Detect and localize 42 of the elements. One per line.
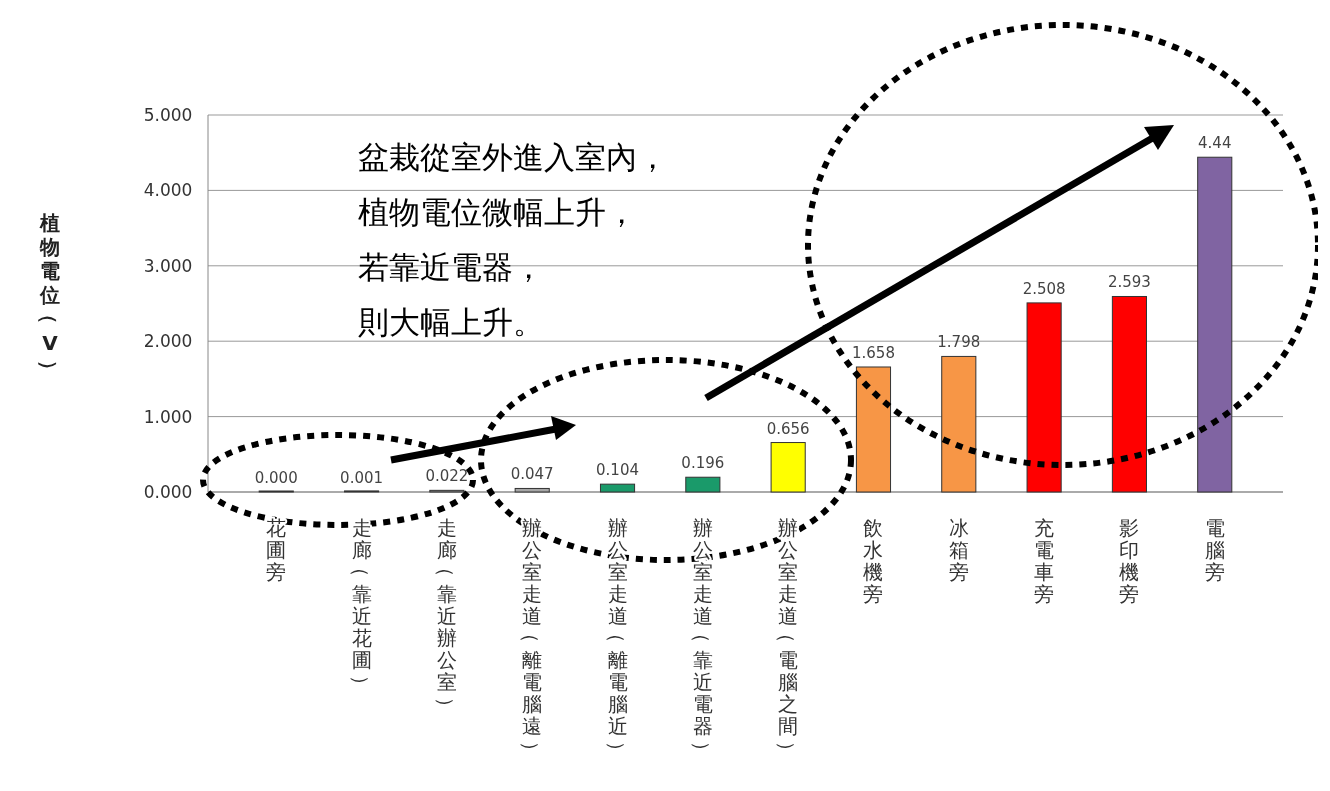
- annotation: 植物電位微幅上升，: [358, 194, 637, 230]
- x-tick-label: 花圃旁: [266, 516, 287, 584]
- data-label: 0.656: [766, 419, 810, 438]
- y-axis-title: 植物電位（V）: [37, 211, 61, 380]
- x-tick-label: 充電車旁: [1034, 516, 1055, 606]
- data-label: 1.658: [852, 343, 895, 362]
- x-tick-label: 冰箱旁: [948, 516, 969, 584]
- bar: [1111, 295, 1147, 493]
- y-tick-label: 4.000: [143, 180, 193, 201]
- category-label: 辦公室走道（電腦之間）: [775, 516, 800, 761]
- data-label: 4.44: [1198, 134, 1232, 153]
- bar: [941, 355, 977, 493]
- y-tick-label: 5.000: [143, 105, 193, 125]
- data-label: 0.104: [596, 461, 639, 480]
- y-tick-label: 0.000: [143, 482, 193, 502]
- x-tick-label: 電腦旁: [1204, 516, 1225, 584]
- data-label: 2.508: [1022, 279, 1066, 298]
- data-label: 0.001: [340, 468, 384, 487]
- annotation: 若靠近電器，: [358, 249, 544, 285]
- y-tick-label: 2.000: [143, 331, 193, 352]
- category-label: 辦公室走道（靠近電器）: [689, 516, 714, 761]
- bar: [770, 442, 806, 493]
- data-label: 0.196: [681, 454, 725, 473]
- category-label: 走廊（靠近辦公室）: [433, 516, 458, 717]
- x-tick-label: 走廊（靠近花圃）: [348, 516, 373, 695]
- bar: [855, 366, 892, 493]
- bar: [1026, 302, 1062, 493]
- x-tick-label: 飲水機旁: [863, 516, 884, 606]
- x-tick-label: 影印機旁: [1119, 516, 1140, 606]
- bar: [1197, 156, 1233, 493]
- data-label: 1.798: [937, 333, 981, 352]
- bar: [599, 483, 636, 493]
- data-label: 0.047: [510, 465, 554, 484]
- data-label: 0.000: [254, 469, 298, 487]
- annotation: 盆栽從室外進入室內，: [358, 139, 668, 175]
- y-tick-label: 3.000: [143, 255, 193, 276]
- bar: [685, 476, 721, 493]
- data-label: 2.593: [1107, 273, 1151, 292]
- y-tick-label: 1.000: [143, 406, 193, 427]
- data-label: 0.022: [425, 467, 469, 486]
- annotation: 則大幅上升。: [358, 304, 544, 340]
- bar: [514, 487, 550, 493]
